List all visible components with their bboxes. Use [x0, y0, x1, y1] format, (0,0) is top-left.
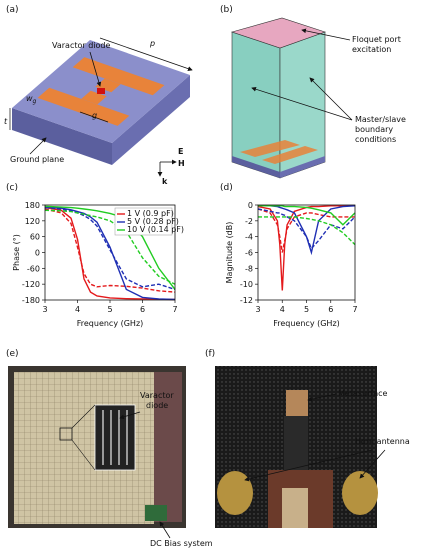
y-tick-label: -10 [240, 280, 253, 289]
y-tick-label: 0 [248, 201, 253, 210]
x-tick-label: 7 [352, 305, 357, 314]
simulation-box: Floquet port excitation Master/slave bound… [230, 17, 406, 179]
annotation: Floquet port [352, 35, 401, 44]
unit-cell: Varactor diode p wg g t Ground plane E H… [4, 37, 193, 186]
annotation: conditions [355, 135, 396, 144]
annotation: w [26, 94, 33, 103]
y-tick-label: -120 [22, 280, 40, 289]
legend-label: 1 V (0.9 pF) [127, 209, 174, 218]
annotation: diode [146, 401, 168, 410]
series-line [44, 208, 176, 293]
annotation: boundary [355, 125, 393, 134]
x-tick-label: 4 [280, 305, 285, 314]
plot-frame [44, 204, 176, 301]
y-axis-label: Phase (°) [12, 234, 21, 271]
legend-label: 10 V (0.14 pF) [127, 225, 184, 234]
annotation: E [178, 147, 183, 156]
y-tick-label: -2 [245, 217, 253, 226]
x-axis-label: Frequency (GHz) [273, 319, 340, 328]
x-tick-label: 7 [172, 305, 177, 314]
annotation: H [178, 159, 185, 168]
annotation: Metasurface [338, 389, 388, 398]
y-tick-label: -60 [27, 264, 40, 273]
panel-label: (c) [6, 183, 18, 193]
annotation: Floquet port excitation [352, 35, 401, 54]
y-tick-label: -4 [245, 233, 253, 242]
y-tick-label: 180 [25, 201, 40, 210]
x-tick-label: 5 [107, 305, 112, 314]
x-tick-label: 6 [328, 305, 333, 314]
series-line [258, 205, 356, 226]
y-axis-label: Magnitude (dB) [225, 222, 234, 284]
panel-label: (e) [6, 349, 19, 359]
series-line [44, 206, 176, 301]
annotation: Master/slave boundary conditions [355, 115, 406, 144]
series-line [44, 206, 176, 301]
annotation: wg [26, 94, 37, 105]
annotation: Varactor [140, 391, 174, 400]
panel-label: (f) [205, 349, 215, 359]
annotation: Master/slave [355, 115, 406, 124]
series-line [258, 205, 356, 256]
x-tick-label: 4 [75, 305, 80, 314]
annotation: g [92, 111, 97, 120]
annotation: Varactor diode [140, 391, 174, 410]
annotation: g [33, 98, 37, 105]
annotation: Horn antenna [355, 437, 410, 446]
photo-board: Varactor diode DC Bias system [8, 366, 213, 548]
x-tick-label: 3 [42, 305, 47, 314]
y-tick-label: -8 [245, 264, 253, 273]
y-tick-label: 60 [30, 233, 40, 242]
series-line [44, 206, 176, 291]
series-line [257, 208, 355, 253]
y-tick-label: -6 [245, 249, 253, 258]
annotation: t [4, 117, 8, 126]
series-line [257, 208, 356, 250]
annotation: DC Bias system [150, 539, 213, 548]
y-tick-label: 0 [35, 249, 40, 258]
series-line [258, 216, 356, 246]
plot-area [258, 205, 355, 300]
x-axis-label: Frequency (GHz) [77, 319, 144, 328]
series-line [44, 205, 176, 290]
x-tick-label: 6 [140, 305, 145, 314]
x-tick-label: 5 [304, 305, 309, 314]
annotation: k [162, 177, 168, 186]
y-tick-label: -180 [22, 296, 40, 305]
y-tick-label: 120 [25, 217, 40, 226]
legend-label: 5 V (0.28 pF) [127, 217, 179, 226]
y-tick-label: -12 [240, 296, 253, 305]
panel-label: (d) [220, 183, 233, 193]
series-line [44, 209, 176, 285]
panel-label: (b) [220, 5, 233, 15]
annotation: Ground plane [10, 155, 64, 164]
annotation: excitation [352, 45, 391, 54]
x-tick-label: 3 [255, 305, 260, 314]
photo-setup: Metasurface Horn antenna [215, 366, 410, 528]
annotation: p [149, 39, 155, 48]
plot-frame [257, 204, 356, 301]
panel-label: (a) [6, 5, 19, 15]
annotation: Varactor diode [52, 41, 110, 50]
